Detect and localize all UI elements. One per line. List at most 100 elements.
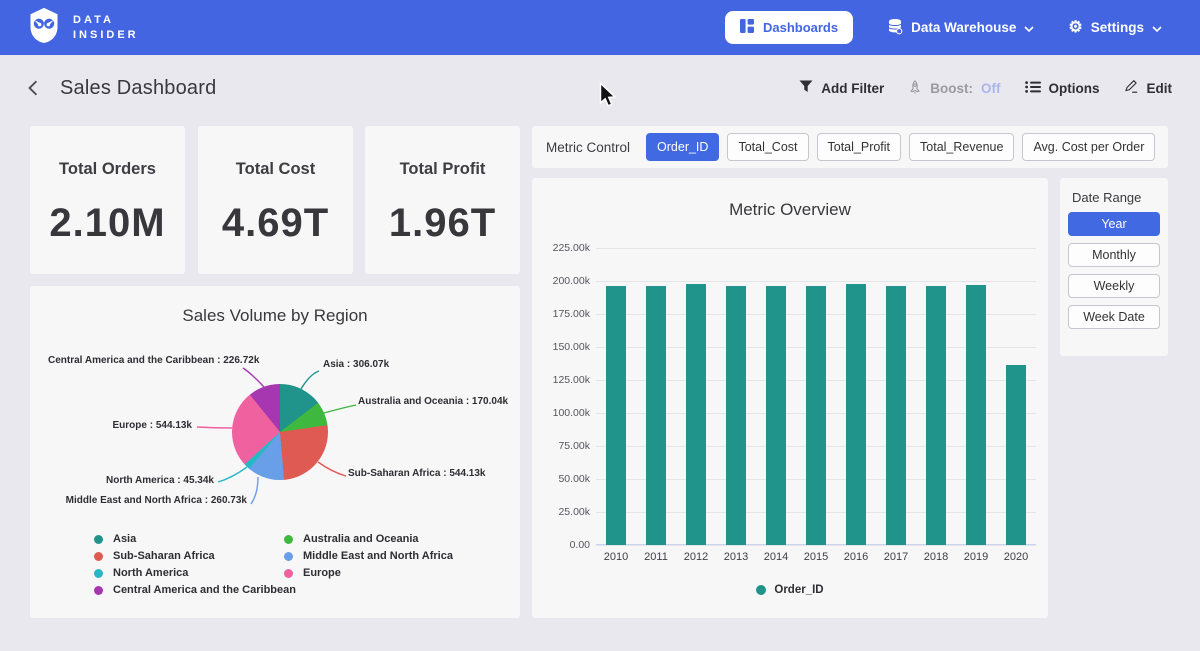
nav-settings-label: Settings xyxy=(1090,20,1144,35)
legend-label: Asia xyxy=(113,533,137,545)
y-axis-tick: 175.00k xyxy=(552,308,590,320)
brand-name: DATA INSIDER xyxy=(73,13,139,41)
pie-legend-item-sub-saharan-africa[interactable]: Sub-Saharan Africa xyxy=(94,550,296,562)
date-range-year[interactable]: Year xyxy=(1068,212,1160,236)
y-axis-tick: 225.00k xyxy=(552,242,590,254)
metric-option-total-revenue[interactable]: Total_Revenue xyxy=(909,133,1015,161)
pencil-icon xyxy=(1124,79,1139,97)
date-range-week-date[interactable]: Week Date xyxy=(1068,305,1160,329)
pie-legend-item-central-america-and-the-caribbean[interactable]: Central America and the Caribbean xyxy=(94,584,296,596)
y-axis-tick: 75.00k xyxy=(558,440,590,452)
x-axis-tick: 2016 xyxy=(843,551,869,563)
bar-chart-legend[interactable]: Order_ID xyxy=(532,584,1048,596)
x-axis-tick: 2015 xyxy=(803,551,829,563)
dashboard-grid-icon xyxy=(739,19,754,36)
kpi-value: 4.69T xyxy=(221,201,330,245)
metric-option-total-profit[interactable]: Total_Profit xyxy=(816,133,902,161)
x-axis-tick: 2011 xyxy=(644,551,668,563)
pie-legend-item-middle-east-and-north-africa[interactable]: Middle East and North Africa xyxy=(284,550,453,562)
legend-dot xyxy=(756,585,767,595)
y-axis-tick: 25.00k xyxy=(558,506,590,518)
bar-chart-x-labels: 2010 2011 2012 2013 2014 2015 2016 2017 2018 2019… xyxy=(596,551,1036,563)
x-axis-tick: 2020 xyxy=(1003,551,1029,563)
pie-chart[interactable] xyxy=(232,384,328,480)
legend-dot xyxy=(94,585,103,595)
boost-label: Boost: xyxy=(930,80,973,96)
metric-option-avg-cost-per-order[interactable]: Avg. Cost per Order xyxy=(1022,133,1156,161)
pie-legend-item-north-america[interactable]: North America xyxy=(94,567,296,579)
legend-dot xyxy=(94,568,103,578)
bar-2015[interactable] xyxy=(806,285,826,545)
gridline xyxy=(596,248,1036,249)
pie-legend-item-europe[interactable]: Europe xyxy=(284,567,453,579)
nav-data-warehouse[interactable]: Data Warehouse xyxy=(887,18,1034,38)
nav-settings[interactable]: ⚙ Settings xyxy=(1068,18,1162,36)
pie-chart-title: Sales Volume by Region xyxy=(182,306,368,325)
metric-control-label: Metric Control xyxy=(546,139,631,155)
kpi-value: 1.96T xyxy=(388,201,497,245)
gear-icon: ⚙ xyxy=(1068,18,1083,36)
bar-2011[interactable] xyxy=(646,285,666,545)
bar-2020[interactable] xyxy=(1006,364,1026,545)
metric-option-total-cost[interactable]: Total_Cost xyxy=(727,133,809,161)
legend-label: Order_ID xyxy=(774,584,824,596)
y-axis-tick: 200.00k xyxy=(552,275,590,287)
bar-2014[interactable] xyxy=(766,285,786,545)
edit-button[interactable]: Edit xyxy=(1124,79,1172,97)
legend-dot xyxy=(284,551,293,561)
dashboard-header: Sales Dashboard Add Filter Boost: Off xyxy=(0,55,1200,121)
x-axis-tick: 2017 xyxy=(883,551,909,563)
metric-option-order-id[interactable]: Order_ID xyxy=(646,133,720,161)
y-axis-tick: 125.00k xyxy=(552,374,590,386)
database-icon xyxy=(887,18,903,38)
date-range-weekly[interactable]: Weekly xyxy=(1068,274,1160,298)
options-label: Options xyxy=(1048,80,1100,96)
nav-dashboards-label: Dashboards xyxy=(762,20,839,35)
brand-logo[interactable]: DATA INSIDER xyxy=(26,6,139,49)
metric-control-buttons: Order_ID Total_Cost Total_Profit Total_Reve… xyxy=(646,133,1156,161)
y-axis-tick: 0.00 xyxy=(569,539,590,551)
options-button[interactable]: Options xyxy=(1024,80,1100,96)
pie-legend-item-australia-and-oceania[interactable]: Australia and Oceania xyxy=(284,533,453,545)
chevron-down-icon xyxy=(1024,20,1034,35)
kpi-label: Total Orders xyxy=(59,160,156,178)
date-range-monthly[interactable]: Monthly xyxy=(1068,243,1160,267)
kpi-label: Total Cost xyxy=(235,160,316,178)
kpi-card-total-orders: Total Orders 2.10M xyxy=(30,126,185,274)
bar-2012[interactable] xyxy=(686,283,706,545)
pie-label-central-america-and-the-caribbean: Central America and the Caribbean : 226.… xyxy=(48,355,260,366)
sales-volume-card: Sales Volume by Region Asia : 306.07k Aus… xyxy=(30,286,520,618)
pie-legend-column-1: Asia Sub-Saharan Africa North America Centr… xyxy=(94,533,296,596)
bar-2017[interactable] xyxy=(886,285,906,545)
x-axis-tick: 2013 xyxy=(723,551,749,563)
y-axis-tick: 150.00k xyxy=(552,341,590,353)
x-axis-tick: 2010 xyxy=(603,551,629,563)
pie-label-europe: Europe : 544.13k xyxy=(112,420,192,431)
legend-label: Central America and the Caribbean xyxy=(113,584,296,596)
legend-dot xyxy=(94,551,103,561)
nav-dashboards-button[interactable]: Dashboards xyxy=(724,11,854,44)
pie-label-australia-and-oceania: Australia and Oceania : 170.04k xyxy=(358,396,509,407)
bar-2019[interactable] xyxy=(966,285,986,545)
legend-label: Middle East and North Africa xyxy=(303,550,453,562)
kpi-card-total-cost: Total Cost 4.69T xyxy=(198,126,353,274)
legend-label: Europe xyxy=(303,567,341,579)
bar-2016[interactable] xyxy=(846,283,866,545)
owl-logo-icon xyxy=(26,6,62,49)
pie-legend-column-2: Australia and Oceania Middle East and Nor… xyxy=(284,533,453,579)
kpi-value: 2.10M xyxy=(49,201,166,245)
add-filter-button[interactable]: Add Filter xyxy=(799,80,884,96)
bar-2013[interactable] xyxy=(726,285,746,545)
legend-label: Australia and Oceania xyxy=(303,533,419,545)
back-button[interactable] xyxy=(26,79,40,97)
pie-label-north-america: North America : 45.34k xyxy=(105,475,214,486)
y-axis-tick: 50.00k xyxy=(558,473,590,485)
mouse-cursor xyxy=(597,81,619,113)
boost-toggle[interactable]: Boost: Off xyxy=(908,79,1001,97)
bar-2010[interactable] xyxy=(606,285,626,545)
funnel-icon xyxy=(799,80,813,96)
legend-dot xyxy=(284,534,293,544)
legend-dot xyxy=(284,568,293,578)
bar-2018[interactable] xyxy=(926,285,946,545)
pie-legend-item-asia[interactable]: Asia xyxy=(94,533,296,545)
